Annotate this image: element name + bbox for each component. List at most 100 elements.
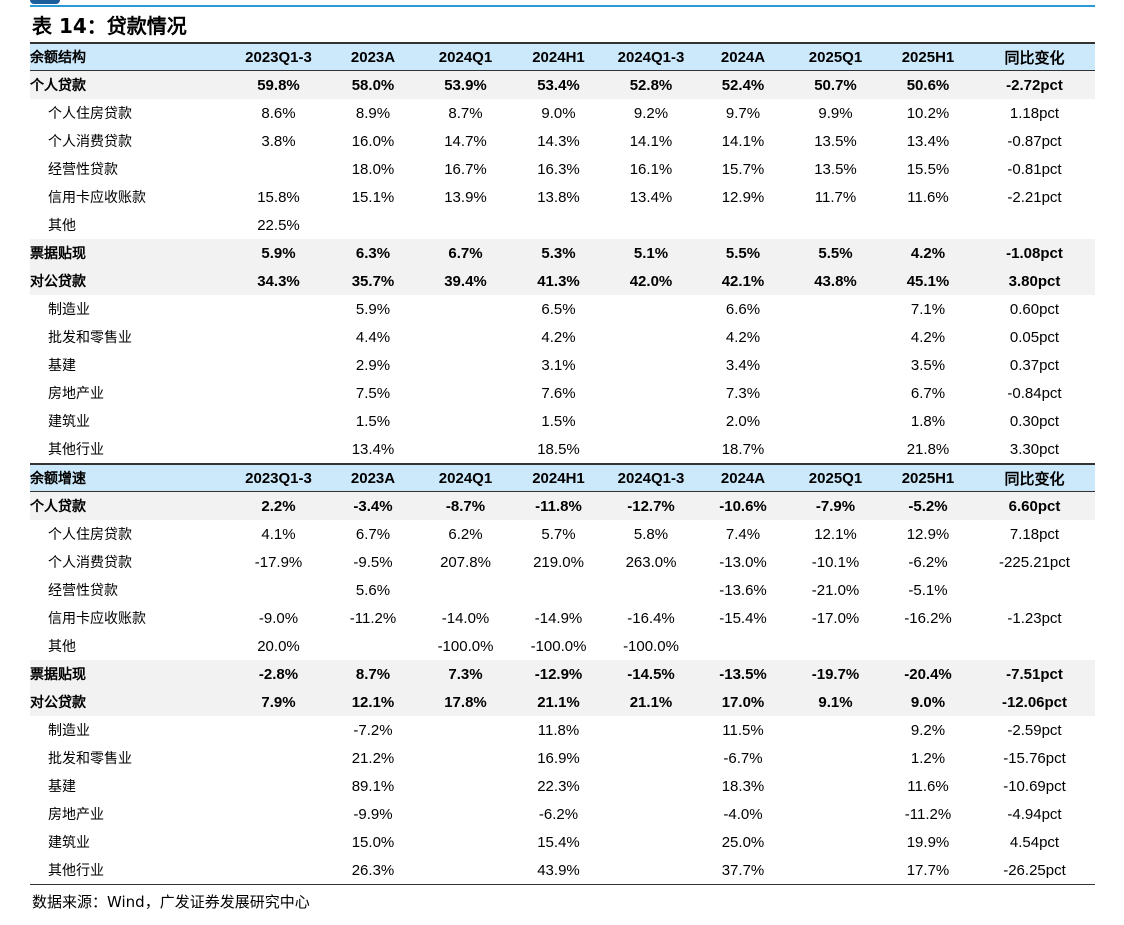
table-cell: -13.0%	[719, 553, 767, 571]
table-cell	[605, 800, 697, 828]
column-header: 2025Q1	[789, 463, 882, 492]
row-label: 建筑业	[48, 835, 90, 851]
table-cell: 12.1%	[327, 688, 419, 716]
table-row: 制造业 -7.2% 11.8% 11.5% 9.2% -2.59pct	[30, 716, 1095, 744]
table-cell: 5.6%	[355, 581, 391, 599]
table-cell: 3.8%	[261, 132, 296, 150]
row-label: 信用卡应收账款	[48, 190, 146, 206]
column-header: 2025Q1	[789, 42, 882, 71]
table-cell: 3.4%	[725, 356, 761, 374]
table-cell: 18.5%	[537, 440, 580, 458]
table-row: 对公贷款 7.9% 12.1% 17.8% 21.1% 21.1% 17.0% 9.1% 9.0…	[30, 688, 1095, 716]
table-cell: 13.4%	[629, 188, 673, 206]
table-row: 个人贷款 2.2% -3.4% -8.7% -11.8% -12.7% -10.6% -7.9…	[30, 491, 1095, 520]
table-cell	[512, 576, 605, 604]
table-cell: 5.9%	[355, 300, 391, 318]
table-cell: 9.2%	[910, 721, 946, 739]
table-cell: -13.5%	[697, 660, 789, 688]
section-header-label: 余额结构	[30, 42, 230, 71]
table-cell	[230, 351, 327, 379]
table-cell: -6.2%	[538, 805, 579, 823]
table-cell	[789, 772, 882, 800]
table-cell	[419, 323, 512, 351]
table-cell: 219.0%	[533, 553, 584, 571]
row-label: 批发和零售业	[48, 330, 132, 346]
table-cell: 6.7%	[910, 384, 946, 402]
table-cell: 7.1%	[910, 300, 946, 318]
table-row: 房地产业 7.5% 7.6% 7.3% 6.7% -0.84pct	[30, 379, 1095, 407]
table-row: 其他 20.0% -100.0% -100.0% -100.0%	[30, 632, 1095, 660]
table-cell: 3.5%	[910, 356, 946, 374]
table-cell: -11.8%	[512, 491, 605, 520]
table-cell: 13.4%	[351, 440, 395, 458]
table-cell: -16.4%	[627, 609, 675, 627]
table-cell: 7.18pct	[1009, 525, 1060, 543]
table-cell: -4.0%	[723, 805, 763, 823]
table-cell: -3.4%	[327, 491, 419, 520]
table-cell	[419, 351, 512, 379]
table-cell: 11.6%	[907, 777, 949, 795]
table-cell: 43.9%	[512, 856, 605, 885]
table-cell: 18.7%	[721, 440, 765, 458]
table-cell: 20.0%	[257, 637, 300, 655]
logo-mark	[30, 0, 60, 4]
row-label: 批发和零售业	[48, 751, 132, 767]
table-cell: 4.2%	[541, 328, 576, 346]
table-cell	[789, 211, 882, 239]
table-cell: 14.7%	[444, 132, 487, 150]
table-cell: 37.7%	[697, 856, 789, 885]
section-header-label: 余额增速	[30, 463, 230, 492]
table-cell: 25.0%	[721, 833, 765, 851]
table-cell: -100.0%	[437, 637, 494, 655]
table-cell: 5.3%	[512, 239, 605, 267]
table-cell: -2.59pct	[1007, 721, 1062, 739]
column-header: 2023Q1-3	[230, 42, 327, 71]
table-cell: -2.8%	[230, 660, 327, 688]
table-cell	[419, 800, 512, 828]
column-header: 2024Q1-3	[605, 42, 697, 71]
table-cell: -10.1%	[811, 553, 860, 571]
table-cell: -1.23pct	[1007, 609, 1062, 627]
row-label: 其他	[48, 639, 76, 655]
table-cell	[605, 828, 697, 856]
table-cell: 18.3%	[721, 777, 765, 795]
table-row: 基建 89.1% 22.3% 18.3% 11.6% -10.69pct	[30, 772, 1095, 800]
row-label: 个人住房贷款	[48, 106, 132, 122]
table-cell	[230, 576, 327, 604]
column-header: 同比变化	[974, 42, 1095, 71]
column-header: 2024Q1	[419, 42, 512, 71]
table-cell: 1.5%	[541, 412, 576, 430]
table-cell: 21.1%	[605, 688, 697, 716]
table-cell: 0.60pct	[1009, 300, 1060, 318]
table-cell: 58.0%	[327, 70, 419, 99]
table-cell: 8.9%	[355, 104, 391, 122]
table-cell: 7.5%	[355, 384, 391, 402]
table-cell: -7.51pct	[974, 660, 1095, 688]
table-cell: 17.7%	[882, 856, 974, 885]
table-cell: 1.5%	[355, 412, 391, 430]
table-cell: 89.1%	[351, 777, 395, 795]
table-cell: 34.3%	[230, 267, 327, 295]
table-cell: 7.4%	[725, 525, 761, 543]
column-header: 2024Q1-3	[605, 463, 697, 492]
table-cell	[789, 744, 882, 772]
table-cell: 14.1%	[721, 132, 765, 150]
table-cell	[605, 716, 697, 744]
table-cell	[419, 435, 512, 464]
table-cell: -15.4%	[719, 609, 767, 627]
table-cell: 9.0%	[882, 688, 974, 716]
table-cell: -21.0%	[811, 581, 860, 599]
table-cell: -2.21pct	[1007, 188, 1062, 206]
table-cell: 9.0%	[541, 104, 576, 122]
table-cell: 13.9%	[444, 188, 487, 206]
table-cell: 16.7%	[444, 160, 487, 178]
row-label: 个人贷款	[30, 491, 230, 520]
row-label: 其他	[48, 218, 76, 234]
table-row: 个人住房贷款 4.1% 6.7% 6.2% 5.7% 5.8% 7.4% 12.1% 12.9%…	[30, 520, 1095, 548]
table-cell	[789, 323, 882, 351]
table-cell: 9.2%	[633, 104, 669, 122]
table-cell: 3.80pct	[974, 267, 1095, 295]
table-cell: -14.0%	[441, 609, 490, 627]
table-cell: 39.4%	[419, 267, 512, 295]
table-cell: 5.5%	[697, 239, 789, 267]
